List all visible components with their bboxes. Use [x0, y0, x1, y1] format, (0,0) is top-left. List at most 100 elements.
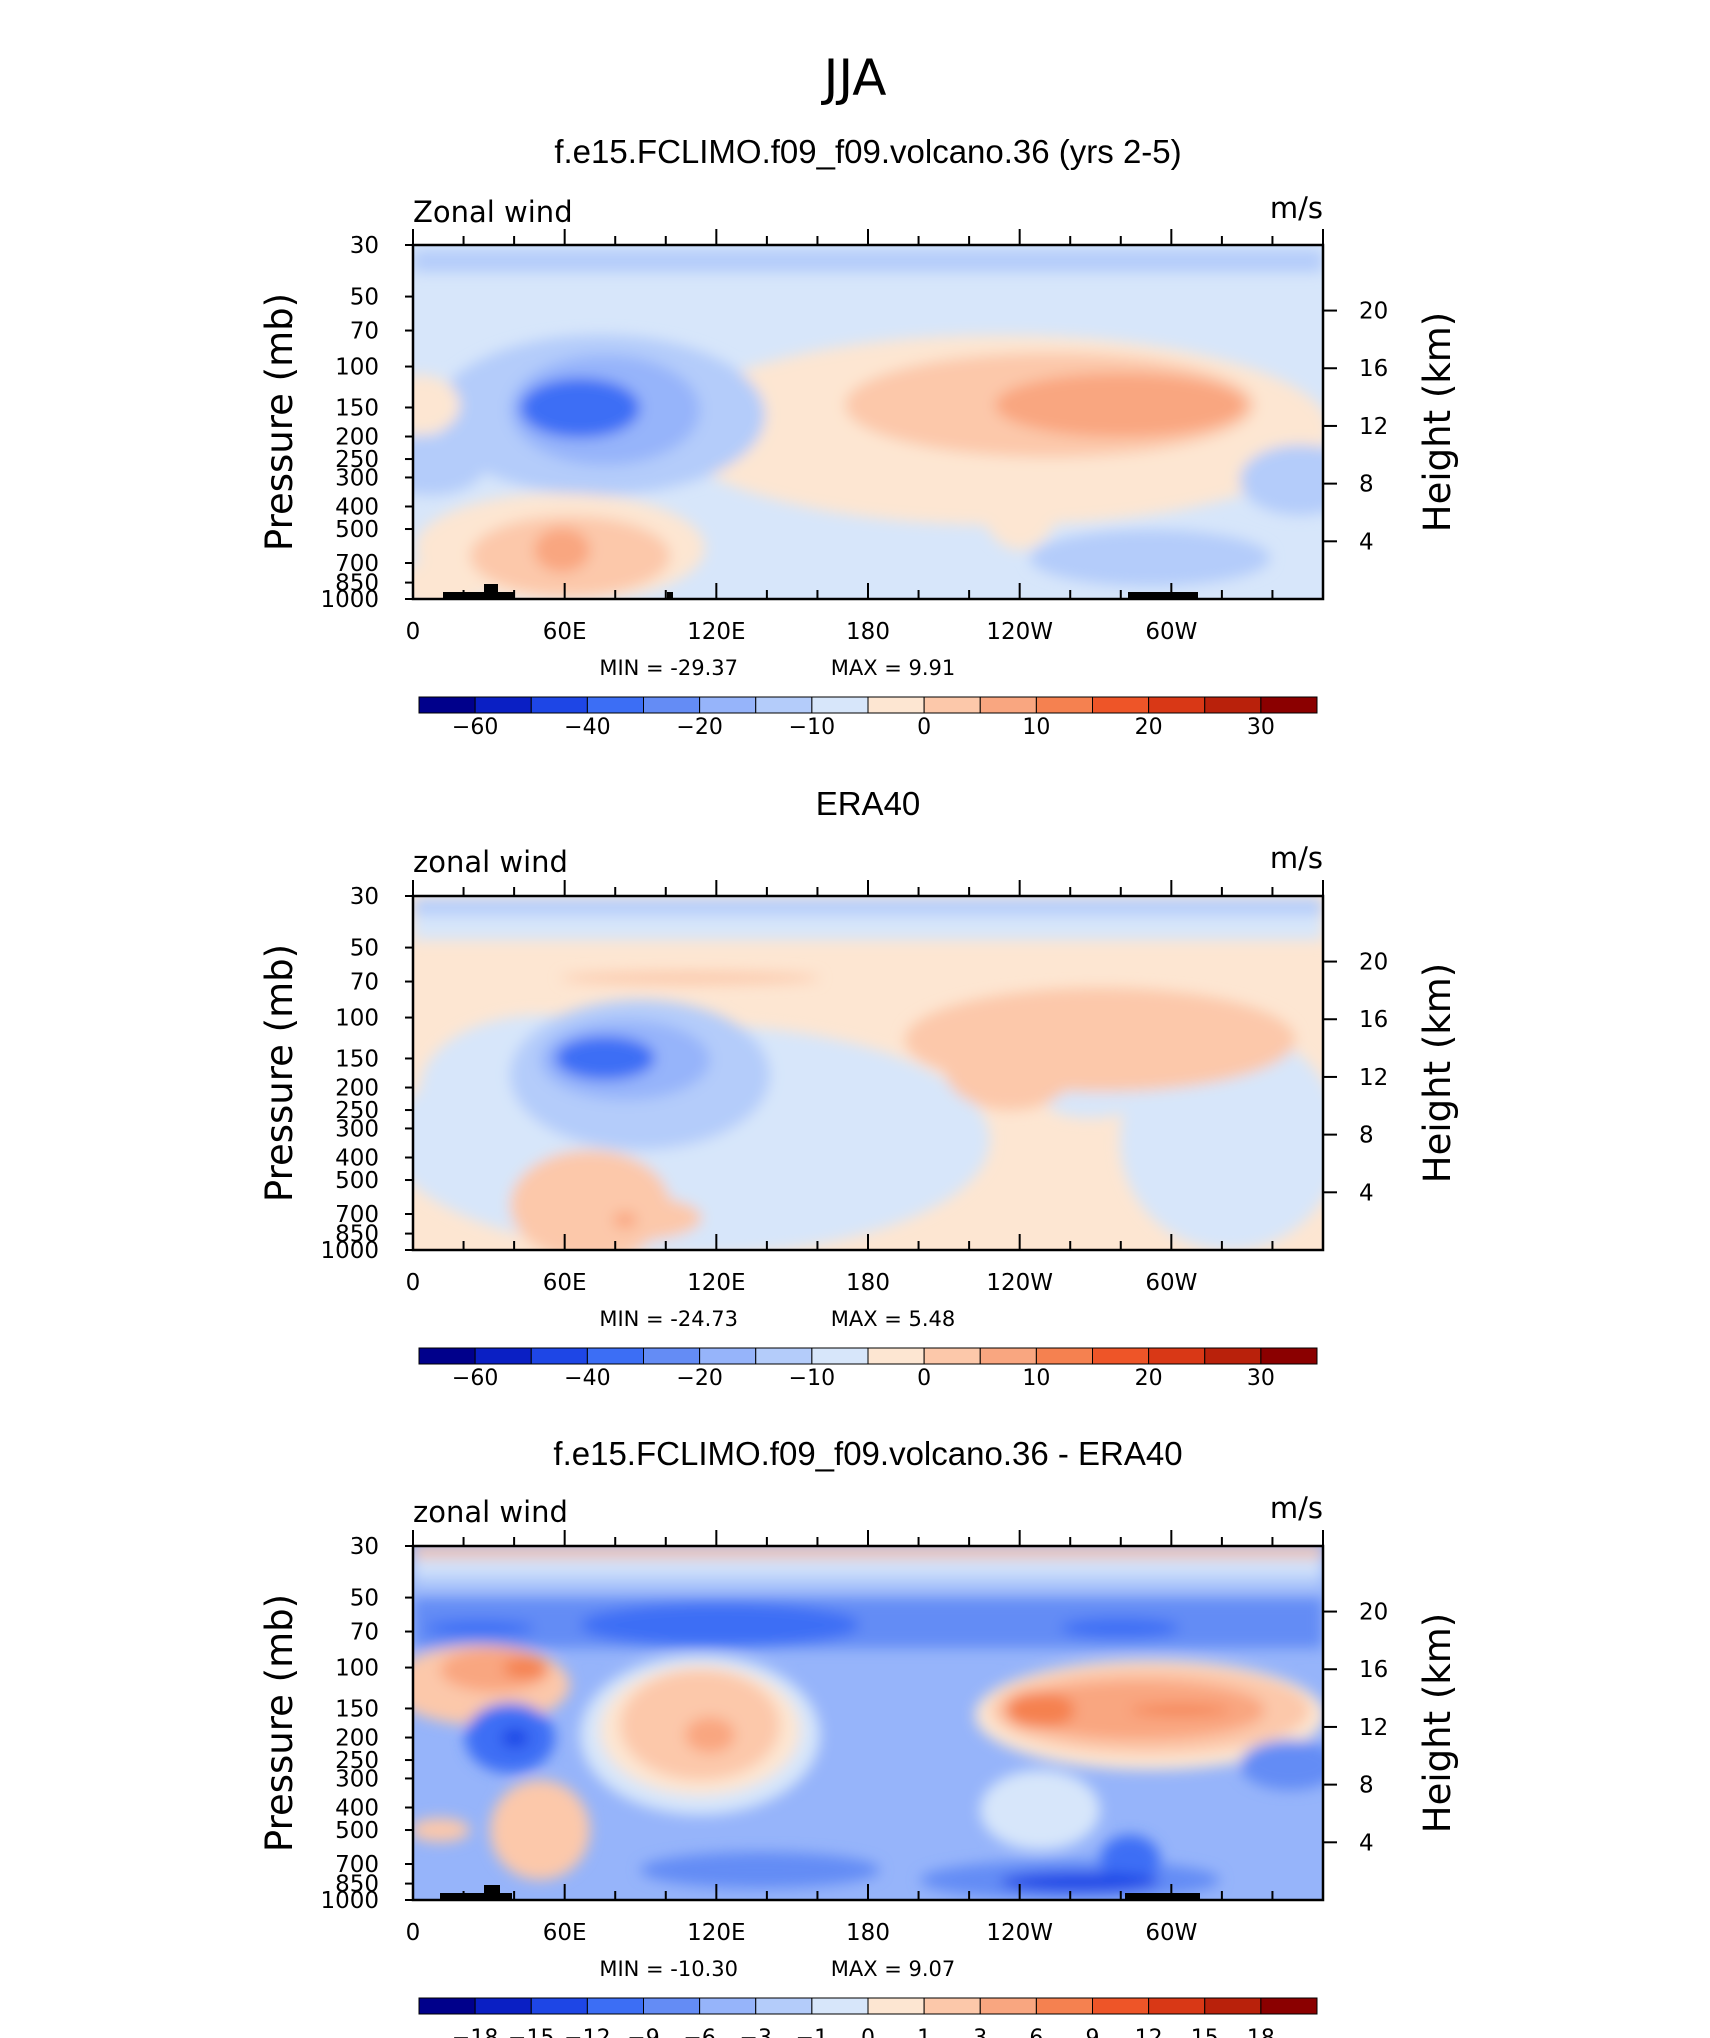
- colorbar-label: −9: [627, 2026, 659, 2038]
- height-axis-label: Height (km): [1416, 312, 1459, 532]
- colorbar-label: −20: [676, 715, 722, 740]
- colorbar-swatch: [1260, 696, 1318, 714]
- colorbar-swatch: [1035, 696, 1093, 714]
- panel-model: f.e15.FCLIMO.f09_f09.volcano.36 (yrs 2-5…: [258, 133, 1459, 740]
- colorbar-swatch: [811, 1997, 869, 2015]
- colorbar-label: −1: [796, 2026, 828, 2038]
- colorbar-label: −40: [564, 715, 610, 740]
- lon-tick-label: 60W: [1145, 1270, 1197, 1296]
- lon-tick-label: 120E: [687, 1920, 745, 1946]
- colorbar-swatch: [1260, 1347, 1318, 1365]
- colorbar-label: −18: [452, 2026, 498, 2038]
- colorbar-swatch: [923, 1997, 981, 2015]
- colorbar-swatch: [643, 1347, 701, 1365]
- colorbar-swatch: [979, 696, 1037, 714]
- colorbar-swatch: [755, 1347, 813, 1365]
- colorbar-label: 18: [1247, 2026, 1275, 2038]
- pressure-tick-label: 700: [335, 1852, 379, 1878]
- variable-label: zonal wind: [413, 1495, 568, 1529]
- contour-field: [413, 1546, 1323, 1900]
- colorbar-swatch: [1092, 1997, 1150, 2015]
- lon-tick-label: 60E: [543, 1270, 587, 1296]
- pressure-tick-label: 50: [350, 285, 379, 311]
- colorbar-label: −3: [740, 2026, 772, 2038]
- height-tick-label: 12: [1359, 1065, 1388, 1091]
- pressure-tick-label: 100: [335, 1006, 379, 1032]
- height-tick-label: 20: [1359, 1600, 1388, 1626]
- pressure-tick-label: 70: [350, 1620, 379, 1646]
- height-tick-label: 4: [1359, 1830, 1374, 1856]
- colorbar-swatch: [1035, 1347, 1093, 1365]
- colorbar-label: 0: [917, 1366, 931, 1391]
- lon-tick-label: 0: [406, 1270, 421, 1296]
- pressure-tick-label: 70: [350, 970, 379, 996]
- pressure-tick-label: 250: [335, 1748, 379, 1774]
- pressure-tick-label: 1000: [320, 1888, 379, 1914]
- max-label: MAX = 5.48: [831, 1307, 956, 1331]
- pressure-tick-label: 400: [335, 1145, 379, 1171]
- panel-difference: f.e15.FCLIMO.f09_f09.volcano.36 - ERA40 …: [258, 1435, 1459, 2038]
- pressure-tick-label: 700: [335, 1202, 379, 1228]
- colorbar-swatch: [1204, 1997, 1262, 2015]
- colorbar-swatch: [699, 696, 757, 714]
- pressure-tick-label: 1000: [320, 587, 379, 613]
- pressure-axis-label: Pressure (mb): [258, 293, 301, 551]
- pressure-tick-label: 70: [350, 319, 379, 345]
- lon-tick-label: 60W: [1145, 619, 1197, 645]
- colorbar-label: −15: [508, 2026, 554, 2038]
- min-label: MIN = -24.73: [599, 1307, 738, 1331]
- colorbar-swatch: [586, 1347, 644, 1365]
- pressure-tick-label: 400: [335, 494, 379, 520]
- height-tick-label: 16: [1359, 356, 1388, 382]
- colorbar-label: −60: [452, 715, 498, 740]
- pressure-tick-label: 150: [335, 1696, 379, 1722]
- figure-title: JJA: [821, 49, 887, 107]
- lon-tick-label: 60E: [543, 619, 587, 645]
- colorbar-swatch: [586, 696, 644, 714]
- height-tick-label: 16: [1359, 1657, 1388, 1683]
- colorbar-label: 30: [1247, 1366, 1275, 1391]
- contour-field: [413, 896, 1323, 1250]
- pressure-tick-label: 500: [335, 517, 379, 543]
- pressure-tick-label: 200: [335, 1726, 379, 1752]
- colorbar-swatch: [1204, 1347, 1262, 1365]
- colorbar-swatch: [979, 1347, 1037, 1365]
- height-tick-label: 12: [1359, 1715, 1388, 1741]
- height-tick-label: 8: [1359, 1773, 1374, 1799]
- height-tick-label: 16: [1359, 1007, 1388, 1033]
- colorbar-swatch: [1092, 1347, 1150, 1365]
- pressure-axis-label: Pressure (mb): [258, 1594, 301, 1852]
- colorbar-swatch: [1148, 1997, 1206, 2015]
- lon-tick-label: 120W: [986, 1270, 1053, 1296]
- colorbar-label: 10: [1022, 715, 1050, 740]
- panel-era40: ERA40 zonal wind m/s: [258, 785, 1459, 1391]
- pressure-tick-label: 50: [350, 936, 379, 962]
- units-label: m/s: [1270, 191, 1323, 225]
- height-axis-label: Height (km): [1416, 963, 1459, 1183]
- colorbar-label: 1: [917, 2026, 931, 2038]
- lon-tick-label: 0: [406, 619, 421, 645]
- lon-tick-label: 120E: [687, 1270, 745, 1296]
- colorbar-label: 20: [1135, 715, 1163, 740]
- colorbar-label: 12: [1135, 2026, 1163, 2038]
- colorbar-label: −12: [564, 2026, 610, 2038]
- colorbar-label: 6: [1029, 2026, 1043, 2038]
- colorbar-swatch: [867, 1347, 925, 1365]
- min-label: MIN = -29.37: [599, 656, 738, 680]
- colorbar-label: −10: [789, 715, 835, 740]
- colorbar-swatch: [923, 696, 981, 714]
- colorbar-label: 9: [1086, 2026, 1100, 2038]
- colorbar-swatch: [474, 1347, 532, 1365]
- pressure-tick-label: 850: [335, 571, 379, 597]
- pressure-tick-label: 100: [335, 355, 379, 381]
- colorbar-swatch: [418, 696, 476, 714]
- colorbar-swatch: [1148, 696, 1206, 714]
- lon-tick-label: 60W: [1145, 1920, 1197, 1946]
- pressure-tick-label: 500: [335, 1168, 379, 1194]
- colorbar-label: 10: [1022, 1366, 1050, 1391]
- colorbar-label: −40: [564, 1366, 610, 1391]
- colorbar-label: 0: [861, 2026, 875, 2038]
- colorbar-label: 3: [973, 2026, 987, 2038]
- lon-tick-label: 120W: [986, 1920, 1053, 1946]
